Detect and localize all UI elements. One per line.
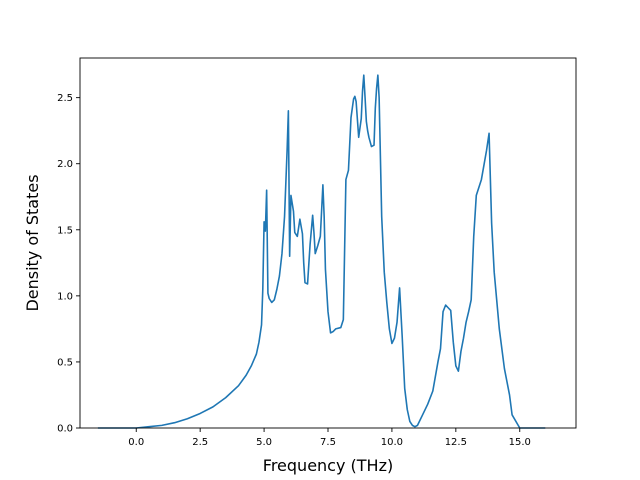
plot-area [97, 74, 546, 429]
y-tick-label: 0.0 [57, 424, 73, 435]
x-tick-label: 12.5 [445, 437, 467, 448]
y-tick-label: 1.5 [57, 225, 73, 236]
x-tick-label: 7.5 [320, 437, 336, 448]
y-tick-label: 2.0 [57, 159, 73, 170]
x-axis: 0.0 2.5 5.0 7.5 10.0 12.5 15.0 [128, 428, 531, 448]
x-tick-label: 0.0 [128, 437, 144, 448]
x-tick-label: 15.0 [509, 437, 531, 448]
y-tick-label: 1.0 [57, 291, 73, 302]
y-tick-label: 2.5 [57, 93, 73, 104]
x-tick-label: 10.0 [381, 437, 403, 448]
x-tick-label: 5.0 [256, 437, 272, 448]
y-axis-label: Density of States [23, 174, 42, 311]
dos-series-line [97, 74, 546, 429]
y-tick-label: 0.5 [57, 357, 73, 368]
y-axis: 0.0 0.5 1.0 1.5 2.0 2.5 [57, 93, 80, 435]
x-axis-label: Frequency (THz) [263, 456, 393, 475]
x-tick-label: 2.5 [192, 437, 208, 448]
